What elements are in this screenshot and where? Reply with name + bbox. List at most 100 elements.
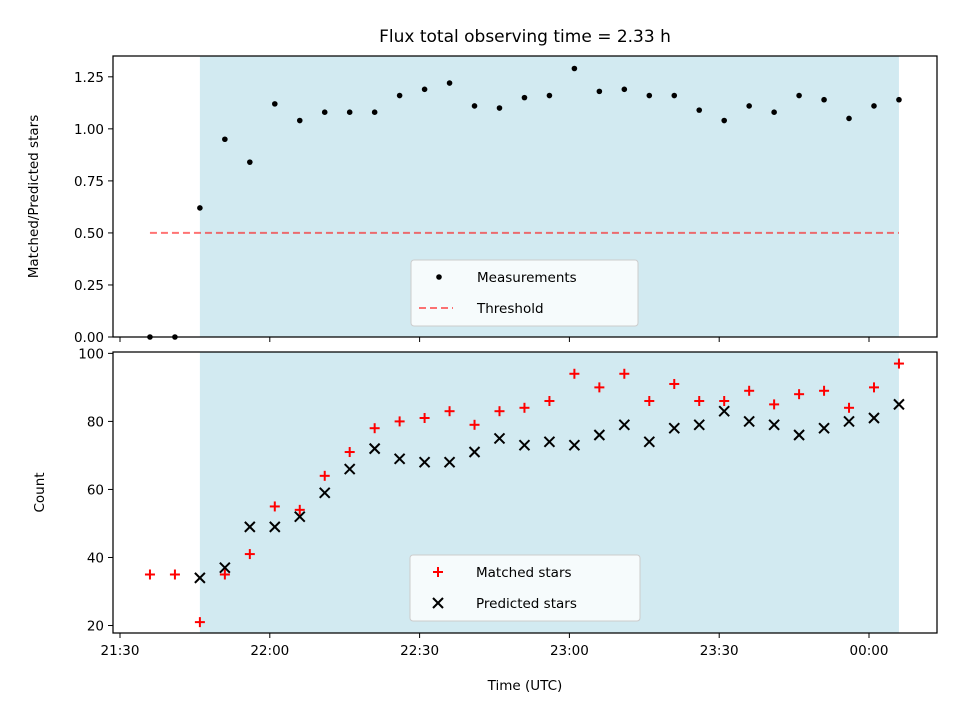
predicted-star-point bbox=[244, 521, 256, 533]
predicted-star-point bbox=[568, 439, 581, 451]
measurement-point bbox=[197, 205, 203, 211]
matched-star-point bbox=[569, 368, 580, 379]
y-tick-label: 0.25 bbox=[74, 278, 104, 294]
matched-star-point bbox=[294, 504, 305, 515]
measurement-point bbox=[696, 107, 703, 113]
y-tick-label: 1.25 bbox=[74, 70, 104, 86]
predicted-star-point bbox=[418, 456, 431, 468]
legend-marker-predicted bbox=[432, 597, 444, 609]
y-tick-label: 80 bbox=[87, 414, 104, 430]
predicted-star-point bbox=[893, 398, 905, 411]
legend-entry-label: Threshold bbox=[476, 301, 544, 317]
matched-star-point bbox=[344, 447, 355, 458]
matched-star-point bbox=[644, 395, 655, 406]
x-tick-label: 23:00 bbox=[550, 643, 589, 659]
matched-star-point bbox=[194, 617, 205, 628]
x-tick-label: 22:30 bbox=[400, 643, 439, 659]
matched-star-point bbox=[719, 395, 730, 406]
measurement-point bbox=[496, 105, 503, 111]
y-tick-label: 0.75 bbox=[74, 174, 104, 190]
predicted-star-point bbox=[194, 572, 206, 584]
predicted-star-point bbox=[868, 412, 880, 424]
predicted-star-point bbox=[294, 510, 306, 523]
measurement-point bbox=[796, 92, 802, 99]
matched-star-point bbox=[494, 406, 505, 417]
predicted-star-point bbox=[343, 463, 356, 475]
predicted-star-point bbox=[543, 436, 556, 448]
predicted-star-point bbox=[319, 487, 331, 499]
matched-star-point bbox=[819, 385, 830, 396]
predicted-star-point bbox=[793, 429, 805, 441]
matched-star-point bbox=[769, 399, 780, 410]
measurement-point bbox=[371, 109, 378, 115]
chart-title: Flux total observing time = 2.33 h bbox=[379, 27, 671, 47]
predicted-star-point bbox=[393, 453, 406, 465]
measurement-point bbox=[521, 94, 528, 101]
matched-star-point bbox=[169, 569, 180, 580]
matched-star-point bbox=[319, 470, 330, 481]
matched-star-point bbox=[694, 395, 705, 406]
predicted-star-point bbox=[843, 415, 855, 428]
predicted-star-point bbox=[518, 439, 531, 451]
matched-star-point bbox=[893, 358, 904, 369]
legend-frame bbox=[409, 554, 641, 622]
measurement-point bbox=[746, 103, 752, 109]
y-tick-label: 100 bbox=[78, 346, 104, 362]
predicted-star-point bbox=[818, 422, 830, 434]
predicted-star-point bbox=[368, 442, 381, 455]
predicted-star-point bbox=[269, 521, 281, 533]
matched-star-point bbox=[219, 569, 230, 580]
measurement-point bbox=[346, 109, 353, 115]
predicted-star-point bbox=[443, 456, 456, 468]
matched-star-point bbox=[369, 423, 380, 434]
x-tick-label: 21:30 bbox=[101, 643, 140, 659]
top-data-layer bbox=[147, 65, 902, 340]
matched-star-point bbox=[469, 419, 480, 430]
measurement-point bbox=[821, 96, 827, 103]
measurement-point bbox=[471, 103, 478, 109]
predicted-star-point bbox=[743, 415, 755, 428]
y-tick-label: 20 bbox=[87, 619, 104, 635]
measurement-point bbox=[896, 96, 902, 103]
predicted-star-point bbox=[593, 429, 606, 441]
measurement-point bbox=[671, 92, 678, 99]
legend-marker-measurements bbox=[436, 274, 442, 280]
predicted-star-point bbox=[768, 419, 780, 431]
bottom-y-ticks: 20 40 60 80 100 bbox=[78, 346, 113, 635]
bottom-data-layer bbox=[144, 358, 905, 628]
x-tick-label: 23:30 bbox=[700, 643, 739, 659]
matched-star-point bbox=[868, 382, 879, 393]
bottom-legend: Matched stars Predicted stars bbox=[409, 554, 641, 622]
predicted-star-point bbox=[219, 561, 231, 574]
bottom-y-axis-label: Count bbox=[32, 472, 48, 512]
bottom-panel: 20 40 60 80 100 21:30 22:00 22:30 23:00 23:30 00:… bbox=[32, 346, 938, 694]
legend-entry-label: Matched stars bbox=[476, 565, 572, 581]
matched-star-point bbox=[519, 402, 530, 413]
bottom-x-ticks: 21:30 22:00 22:30 23:00 23:30 00:00 bbox=[101, 633, 888, 659]
matched-star-point bbox=[594, 382, 605, 393]
matched-star-point bbox=[444, 406, 455, 417]
measurement-point bbox=[721, 117, 727, 124]
predicted-star-point bbox=[718, 405, 730, 417]
measurement-point bbox=[396, 92, 403, 99]
predicted-star-point bbox=[668, 422, 680, 434]
top-y-axis-label: Matched/Predicted stars bbox=[26, 115, 42, 278]
measurement-point bbox=[646, 92, 653, 99]
predicted-star-point bbox=[618, 419, 631, 431]
measurement-point bbox=[596, 88, 603, 95]
y-tick-label: 0.50 bbox=[74, 226, 104, 242]
top-legend: Measurements Threshold bbox=[410, 259, 639, 327]
x-tick-label: 22:00 bbox=[250, 643, 289, 659]
matched-star-point bbox=[619, 368, 630, 379]
y-tick-label: 60 bbox=[87, 482, 104, 498]
y-tick-label: 40 bbox=[87, 550, 104, 566]
matched-star-point bbox=[544, 395, 555, 406]
measurement-point bbox=[296, 117, 303, 124]
y-tick-label: 0.00 bbox=[74, 330, 104, 346]
predicted-star-point bbox=[693, 419, 705, 431]
matched-star-point bbox=[419, 412, 430, 423]
predicted-star-point bbox=[493, 432, 506, 445]
measurement-point bbox=[546, 92, 553, 99]
matched-star-point bbox=[744, 385, 755, 396]
top-panel: 0.00 0.25 0.50 0.75 1.00 1.25 Matched/Predict… bbox=[26, 55, 938, 346]
